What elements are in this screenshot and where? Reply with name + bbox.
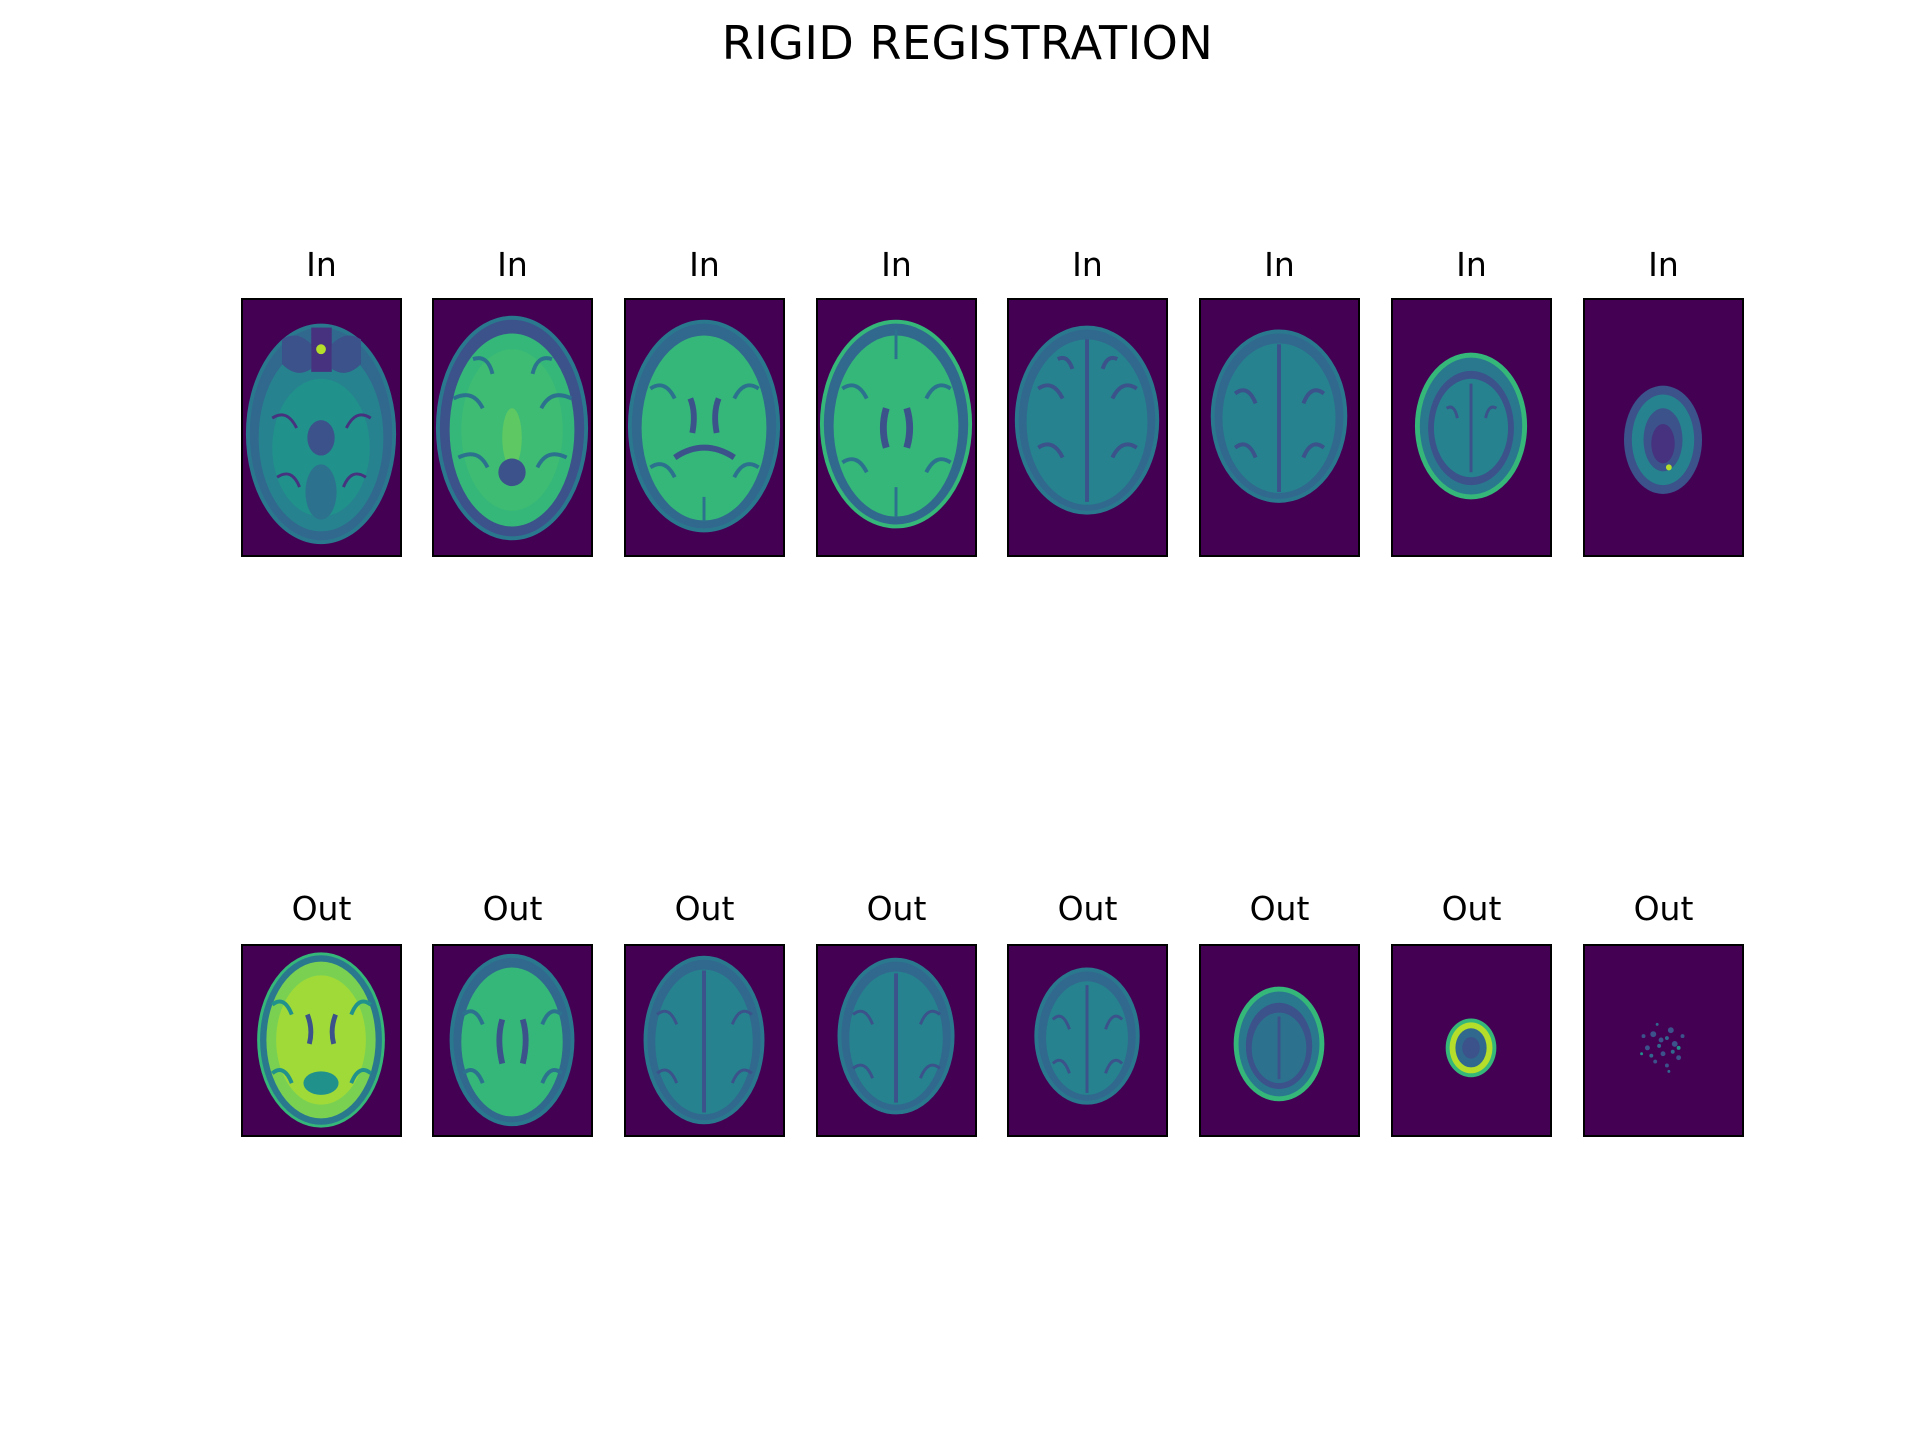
out-panel-title-7: Out [1441, 889, 1502, 928]
out-panel-2 [432, 944, 593, 1137]
figure-title: RIGID REGISTRATION [721, 16, 1214, 70]
in-panel-7 [1391, 298, 1552, 557]
out-panel-title-1: Out [291, 889, 352, 928]
in-slice-7-image [1393, 300, 1550, 555]
out-slice-5-image [1009, 946, 1166, 1135]
out-panel-title-3: Out [674, 889, 735, 928]
in-slice-8-image [1585, 300, 1742, 555]
out-slice-4-image [818, 946, 975, 1135]
out-slice-7-image [1393, 946, 1550, 1135]
out-panel-1 [241, 944, 402, 1137]
in-panel-4 [816, 298, 977, 557]
in-panel-8 [1583, 298, 1744, 557]
in-panel-2 [432, 298, 593, 557]
out-panel-title-6: Out [1249, 889, 1310, 928]
out-panel-title-2: Out [482, 889, 543, 928]
in-slice-5-image [1009, 300, 1166, 555]
in-slice-3-image [626, 300, 783, 555]
out-panel-title-8: Out [1633, 889, 1694, 928]
out-slice-8-image [1585, 946, 1742, 1135]
in-slice-1-image [243, 300, 400, 555]
in-panel-title-8: In [1648, 245, 1679, 284]
out-panel-5 [1007, 944, 1168, 1137]
in-panel-title-3: In [689, 245, 720, 284]
out-panel-3 [624, 944, 785, 1137]
out-slice-1-image [243, 946, 400, 1135]
out-slice-6-image [1201, 946, 1358, 1135]
out-panel-6 [1199, 944, 1360, 1137]
out-panel-4 [816, 944, 977, 1137]
out-panel-title-4: Out [866, 889, 927, 928]
out-slice-3-image [626, 946, 783, 1135]
in-panel-title-1: In [306, 245, 337, 284]
in-panel-title-6: In [1264, 245, 1295, 284]
in-panel-title-7: In [1456, 245, 1487, 284]
in-slice-6-image [1201, 300, 1358, 555]
in-panel-1 [241, 298, 402, 557]
out-panel-7 [1391, 944, 1552, 1137]
in-slice-2-image [434, 300, 591, 555]
in-panel-3 [624, 298, 785, 557]
in-panel-title-2: In [497, 245, 528, 284]
in-panel-title-5: In [1072, 245, 1103, 284]
out-panel-title-5: Out [1057, 889, 1118, 928]
out-panel-8 [1583, 944, 1744, 1137]
out-slice-2-image [434, 946, 591, 1135]
in-panel-6 [1199, 298, 1360, 557]
in-panel-title-4: In [881, 245, 912, 284]
in-panel-5 [1007, 298, 1168, 557]
in-slice-4-image [818, 300, 975, 555]
